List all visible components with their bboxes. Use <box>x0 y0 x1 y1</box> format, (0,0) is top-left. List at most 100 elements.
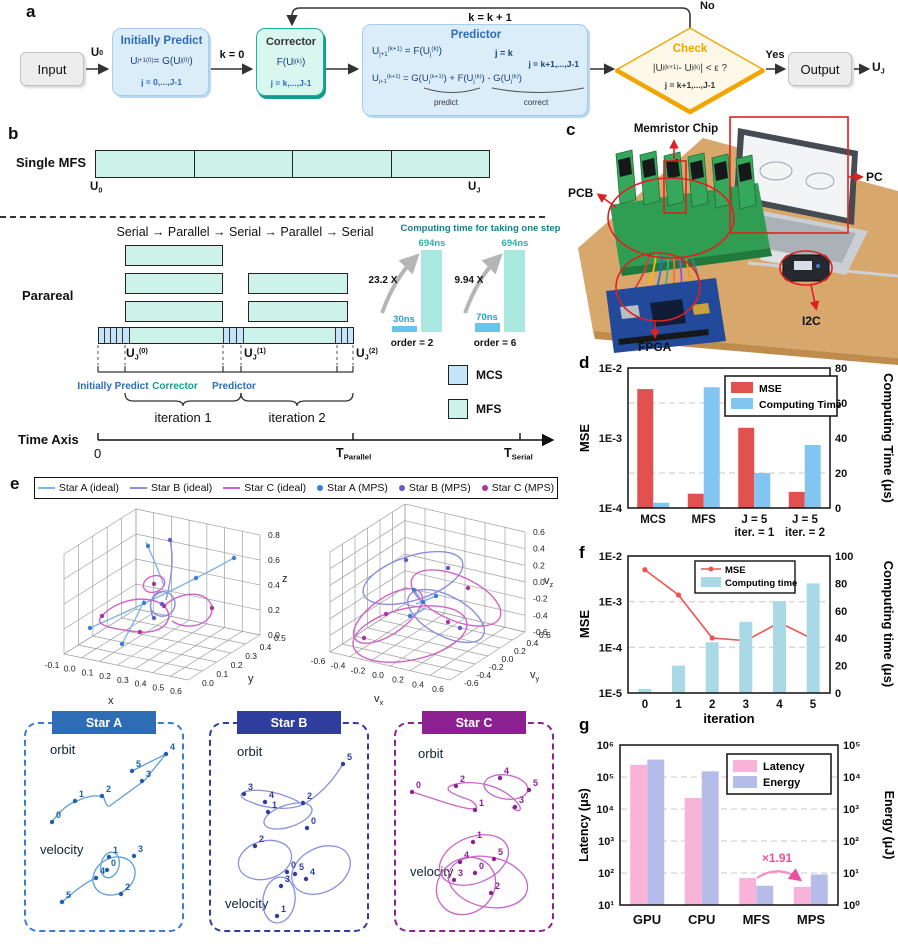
svg-text:0: 0 <box>835 503 841 515</box>
mcs-legend-label: MCS <box>476 368 503 382</box>
bars-and-line <box>638 567 820 693</box>
svg-text:MSE: MSE <box>725 565 746 576</box>
panel-d-label: d <box>579 353 589 372</box>
plot-frame <box>627 555 831 694</box>
right-axis-title: Energy (μJ) <box>882 791 896 860</box>
star-a-panel: Star A orbit velocity 0 1 2 3 4 5 0 1 2 3 4 5 <box>24 711 184 932</box>
check-cond: j = k+1,...,J-1 <box>664 80 716 90</box>
serial-parallel-pattern: Serial → Parallel → Serial → Parallel → … <box>116 225 374 239</box>
stage-initially-predict: Initially Predict <box>77 381 149 392</box>
star-b-orbit-points: 0 1 2 3 4 5 <box>241 752 352 831</box>
pc-outline <box>729 116 849 234</box>
initially-predict-title: Initially Predict <box>120 34 203 47</box>
fpga-label: FPGA <box>638 340 672 354</box>
pc-label: PC <box>866 170 883 184</box>
svg-text:0: 0 <box>311 816 316 826</box>
svg-text:0.3: 0.3 <box>117 675 129 685</box>
stage-bracket <box>97 366 354 373</box>
b-uj-label: UJ <box>468 181 481 195</box>
svg-text:0: 0 <box>56 810 61 820</box>
svg-text:0.2: 0.2 <box>99 671 111 681</box>
uj-label: UJ <box>872 60 885 76</box>
svg-text:0.4: 0.4 <box>412 679 424 689</box>
bars <box>630 759 828 905</box>
svg-text:1E-4: 1E-4 <box>599 642 623 654</box>
svg-text:10⁴: 10⁴ <box>843 772 861 784</box>
panel-c-label: c <box>566 120 576 139</box>
pcb-assembly <box>610 149 772 276</box>
svg-text:0.4: 0.4 <box>527 638 539 648</box>
svg-text:10⁶: 10⁶ <box>597 740 614 752</box>
svg-text:0.0: 0.0 <box>372 670 384 680</box>
svg-text:100: 100 <box>835 551 853 563</box>
single-mfs-label: Single MFS <box>16 155 87 170</box>
output-box: Output <box>788 52 852 86</box>
y-ticks: 0.00.10.20.30.40.5 <box>202 633 286 688</box>
predictor-brace-predict-label: predict <box>433 97 458 107</box>
bars <box>637 387 821 508</box>
star-c-orbit-points: 0 1 2 3 4 5 <box>409 766 538 813</box>
iteration-braces <box>124 392 354 407</box>
svg-text:3: 3 <box>248 782 253 792</box>
annotations <box>596 116 864 339</box>
memristor-chip-outline <box>663 160 687 214</box>
category-sub-labels: iter. = 1 iter. = 2 <box>734 527 825 539</box>
t-serial-label: TSerial <box>504 446 533 462</box>
svg-text:40: 40 <box>835 633 847 645</box>
svg-text:Energy: Energy <box>763 777 801 789</box>
legend-star-b-mps: Star B (MPS) <box>398 482 471 494</box>
parareal-bar <box>125 245 223 266</box>
x-axis-name: x <box>108 695 114 707</box>
i2c-outline <box>779 250 833 286</box>
svg-text:3: 3 <box>743 699 749 711</box>
star-legend: Star A (ideal) Star B (ideal) Star C (id… <box>34 477 558 499</box>
inset-title: Computing time for taking one step <box>400 222 561 234</box>
star-c-velocity-label: velocity <box>410 864 454 879</box>
parareal-timeline-bar <box>98 327 354 344</box>
iteration-1-label: iteration 1 <box>154 409 212 425</box>
svg-text:10³: 10³ <box>598 836 614 848</box>
svg-text:2: 2 <box>709 699 715 711</box>
svg-text:4: 4 <box>269 790 274 800</box>
legend-star-a-ideal: Star A (ideal) <box>37 482 119 494</box>
svg-text:1: 1 <box>675 699 682 711</box>
left-axis-title: MSE <box>577 424 592 453</box>
svg-text:4: 4 <box>310 867 315 877</box>
z-ticks: 0.0 0.2 0.4 0.6 0.8 <box>268 530 280 640</box>
svg-text:0: 0 <box>111 858 116 868</box>
svg-text:1: 1 <box>113 845 118 855</box>
time-axis-line <box>97 433 555 447</box>
inset-g2-fast-value: 70ns <box>476 312 498 323</box>
svg-text:-0.2: -0.2 <box>351 665 366 675</box>
vz-axis-name: vz <box>544 575 554 589</box>
svg-text:10²: 10² <box>843 836 859 848</box>
svg-text:0.6: 0.6 <box>170 686 182 696</box>
chart-f: f MSE Computing time 1E-21E-31E-41E-5 10… <box>577 543 896 726</box>
svg-text:0: 0 <box>642 699 648 711</box>
svg-text:1: 1 <box>479 798 484 808</box>
svg-text:5: 5 <box>136 759 141 769</box>
grid-box <box>63 508 261 681</box>
plot-frame <box>627 367 831 509</box>
inset-g2-order: order = 6 <box>473 337 517 349</box>
line-swatch <box>223 486 241 490</box>
inset-g2-speedup: 9.94 X <box>454 274 484 286</box>
svg-text:10²: 10² <box>598 868 614 880</box>
svg-text:0.8: 0.8 <box>268 530 280 540</box>
inset-g1-order: order = 2 <box>390 337 434 349</box>
legend: Latency Energy <box>726 753 832 795</box>
category-labels: 0 1 2 3 4 5 <box>642 699 817 711</box>
svg-text:3: 3 <box>146 769 151 779</box>
svg-text:5: 5 <box>498 847 503 857</box>
star-a-curves: 0 1 2 3 4 5 0 1 2 3 4 5 <box>49 742 175 905</box>
svg-text:0: 0 <box>291 860 296 870</box>
svg-text:10³: 10³ <box>843 804 859 816</box>
svg-text:2: 2 <box>495 881 500 891</box>
svg-text:1: 1 <box>281 904 286 914</box>
flowchart-connectors <box>86 7 871 115</box>
svg-text:1: 1 <box>477 830 482 840</box>
dot-swatch <box>481 485 488 491</box>
svg-text:2: 2 <box>125 882 130 892</box>
